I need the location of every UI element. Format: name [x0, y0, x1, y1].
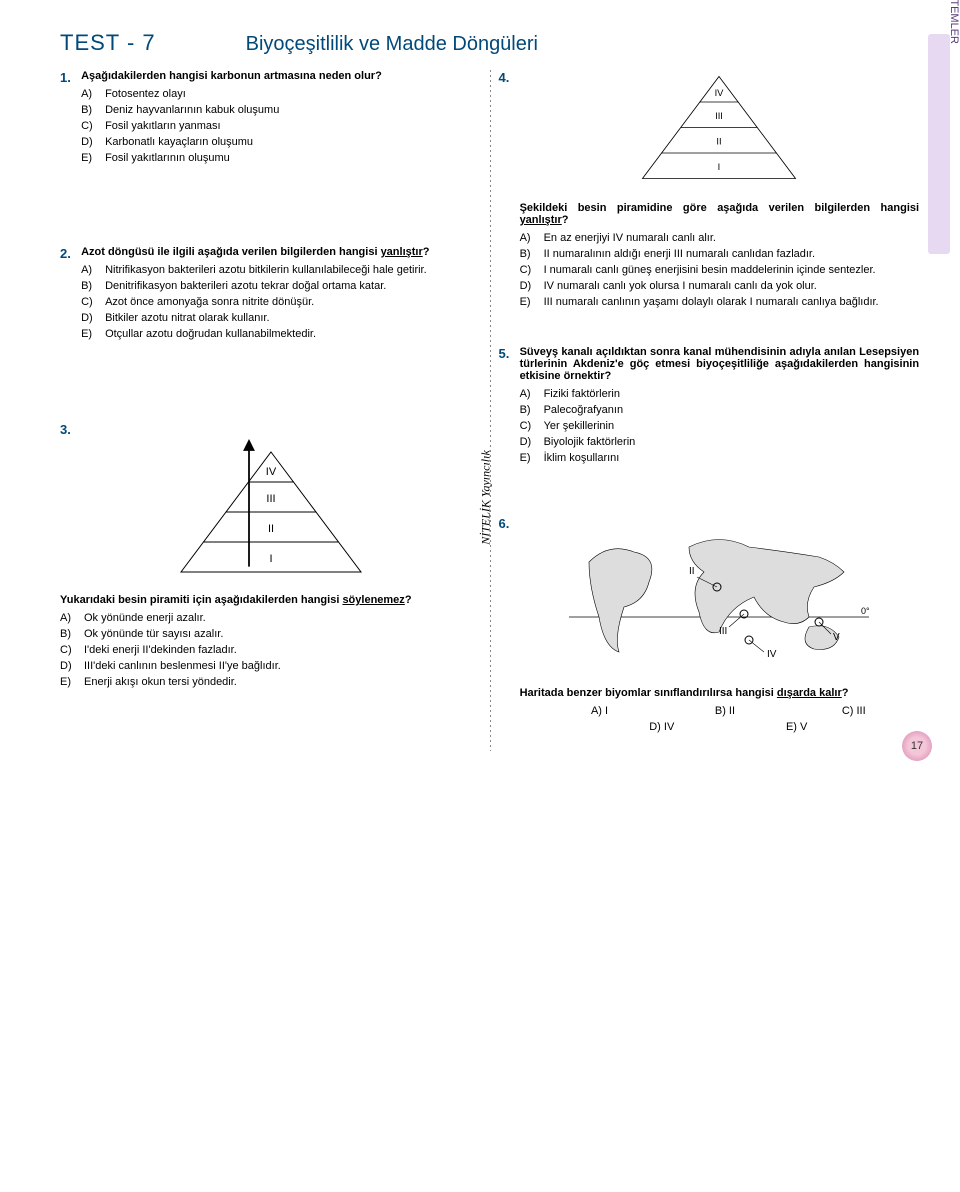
question-text: Azot döngüsü ile ilgili aşağıda verilen … — [81, 246, 481, 258]
svg-text:IV: IV — [715, 88, 725, 98]
option-d: D)III'deki canlının beslenmesi II'ye bağ… — [60, 660, 482, 672]
svg-text:I: I — [718, 162, 721, 172]
question-text: Haritada benzer biyomlar sınıflandırılır… — [520, 687, 920, 699]
map-label-5: V — [833, 632, 840, 643]
test-label: TEST - 7 — [60, 30, 156, 56]
option-e: E)Enerji akışı okun tersi yöndedir. — [60, 676, 482, 688]
question-5: 5. Süveyş kanalı açıldıktan sonra kanal … — [499, 346, 921, 468]
option-a: A)En az enerjiyi IV numaralı canlı alır. — [520, 232, 920, 244]
option-b: B)Ok yönünde tür sayısı azalır. — [60, 628, 482, 640]
pyramid-figure: IV III II I — [60, 447, 482, 580]
option-b: B) II — [715, 705, 735, 717]
two-column-layout: 1. Aşağıdakilerden hangisi karbonun artm… — [60, 70, 920, 751]
column-divider — [490, 70, 491, 751]
option-b: B)Denitrifikasyon bakterileri azotu tekr… — [81, 280, 481, 292]
option-e: E)Fosil yakıtlarının oluşumu — [81, 152, 481, 164]
arrow-up-icon — [149, 439, 349, 569]
publisher-vertical-label: NİTELİK Yayıncılık — [478, 450, 493, 545]
option-a: A)Fiziki faktörlerin — [520, 388, 920, 400]
inline-options-row-2: D) IV E) V — [538, 721, 920, 733]
option-b: B)Palecoğrafyanın — [520, 404, 920, 416]
option-c: C)Azot önce amonyağa sonra nitrite dönüş… — [81, 296, 481, 308]
svg-text:III: III — [715, 111, 723, 121]
right-column: 4. IV III II I — [499, 70, 921, 751]
question-2: 2. Azot döngüsü ile ilgili aşağıda veril… — [60, 246, 482, 344]
page-header: TEST - 7 Biyoçeşitlilik ve Madde Döngüle… — [60, 30, 920, 56]
option-d: D)Bitkiler azotu nitrat olarak kullanır. — [81, 312, 481, 324]
option-d: D) IV — [649, 721, 674, 733]
question-3: 3. IV III II I — [60, 422, 482, 688]
option-a: A)Nitrifikasyon bakterileri azotu bitkil… — [81, 264, 481, 276]
pyramid-figure: IV III II I — [520, 70, 920, 188]
option-c: C)I'deki enerji II'dekinden fazladır. — [60, 644, 482, 656]
question-number: 2. — [60, 246, 78, 261]
question-number: 1. — [60, 70, 78, 85]
option-c: C)Fosil yakıtların yanması — [81, 120, 481, 132]
question-number: 3. — [60, 422, 78, 437]
option-e: E) V — [786, 721, 807, 733]
question-6: 6. 0° — [499, 516, 921, 733]
option-a: A)Fotosentez olayı — [81, 88, 481, 100]
left-column: 1. Aşağıdakilerden hangisi karbonun artm… — [60, 70, 482, 751]
page-number-badge: 17 — [902, 731, 932, 761]
option-d: D)IV numaralı canlı yok olursa I numaral… — [520, 280, 920, 292]
map-label-2: II — [689, 566, 695, 577]
page-number: 17 — [911, 740, 923, 752]
question-number: 5. — [499, 346, 517, 361]
option-c: C)I numaralı canlı güneş enerjisini besi… — [520, 264, 920, 276]
option-c: C) III — [842, 705, 866, 717]
option-e: E)İklim koşullarını — [520, 452, 920, 464]
question-text: Şekildeki besin piramidine göre aşağıda … — [520, 202, 920, 226]
option-a: A) I — [591, 705, 608, 717]
option-d: D)Karbonatlı kayaçların oluşumu — [81, 136, 481, 148]
question-text: Aşağıdakilerden hangisi karbonun artması… — [81, 70, 481, 82]
option-c: C)Yer şekillerinin — [520, 420, 920, 432]
world-map-icon: 0° II III — [569, 522, 869, 672]
question-text: Yukarıdaki besin piramiti için aşağıdaki… — [60, 594, 482, 606]
option-e: E)Otçullar azotu doğrudan kullanabilmekt… — [81, 328, 481, 340]
question-number: 4. — [499, 70, 517, 85]
question-4: 4. IV III II I — [499, 70, 921, 312]
world-map-figure: 0° II III — [520, 522, 920, 675]
topic-title: Biyoçeşitlilik ve Madde Döngüleri — [246, 33, 538, 56]
equator-label: 0° — [861, 606, 869, 616]
pyramid-icon: IV III II I — [634, 70, 804, 185]
question-1: 1. Aşağıdakilerden hangisi karbonun artm… — [60, 70, 482, 168]
option-d: D)Biyolojik faktörlerin — [520, 436, 920, 448]
unit-side-tab-bg — [928, 34, 950, 254]
map-label-3: III — [719, 626, 727, 637]
question-number: 6. — [499, 516, 517, 531]
option-a: A)Ok yönünde enerji azalır. — [60, 612, 482, 624]
question-text: Süveyş kanalı açıldıktan sonra kanal müh… — [520, 346, 920, 382]
option-b: B)II numaralının aldığı enerji III numar… — [520, 248, 920, 260]
unit-side-tab: 1. ÜNİTE: DOĞAL SİSTEMLER — [948, 0, 960, 44]
map-label-4: IV — [767, 649, 777, 660]
svg-text:II: II — [717, 137, 722, 147]
option-b: B)Deniz hayvanlarının kabuk oluşumu — [81, 104, 481, 116]
inline-options-row-1: A) I B) II C) III — [538, 705, 920, 717]
option-e: E)III numaralı canlının yaşamı dolaylı o… — [520, 296, 920, 308]
